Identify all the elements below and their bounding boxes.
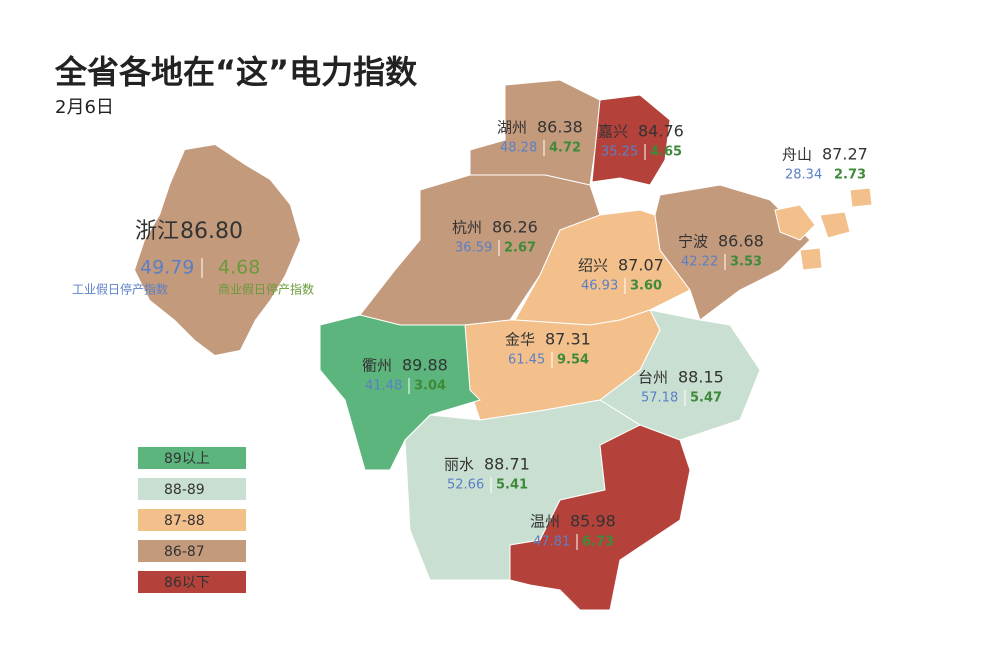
region-jiaxing: [591, 94, 671, 186]
legend-label: 88-89: [164, 482, 205, 498]
city-industrial: 41.48: [365, 379, 402, 394]
city-commercial: 2.67: [504, 241, 536, 256]
legend-label: 89以上: [164, 451, 210, 467]
title: 全省各地在“这”电力指数: [54, 53, 418, 91]
city-industrial: 48.28: [500, 141, 537, 156]
city-name: 台州: [638, 369, 668, 387]
city-commercial: 2.73: [834, 168, 866, 183]
city-name: 温州: [530, 513, 560, 531]
legend-swatch: [138, 571, 246, 593]
city-index: 84.76: [638, 122, 684, 141]
city-name: 丽水: [444, 456, 474, 474]
province-commercial: 4.68: [218, 257, 260, 279]
city-index: 87.31: [545, 330, 591, 349]
city-commercial: 3.60: [630, 279, 662, 294]
city-commercial: 5.47: [690, 391, 722, 406]
city-commercial: 3.04: [414, 379, 446, 394]
industrial-label: 工业假日停产指数: [72, 282, 168, 297]
city-commercial: 3.53: [730, 255, 762, 270]
legend-swatch: [138, 540, 246, 562]
commercial-label: 商业假日停产指数: [218, 282, 314, 297]
city-index: 85.98: [570, 512, 616, 531]
province-index: 86.80: [180, 219, 243, 244]
region-wenzhou: [509, 424, 691, 611]
city-name: 嘉兴: [598, 123, 628, 141]
city-commercial: 4.72: [549, 141, 581, 156]
city-index: 88.15: [678, 368, 724, 387]
city-name: 宁波: [678, 233, 708, 251]
legend-label: 86以下: [164, 575, 210, 591]
city-index: 86.26: [492, 218, 538, 237]
city-industrial: 52.66: [447, 478, 484, 493]
city-commercial: 6.73: [582, 535, 614, 550]
date: 2月6日: [55, 97, 114, 118]
legend-label: 86-87: [164, 544, 205, 560]
legend-label: 87-88: [164, 513, 205, 529]
city-index: 87.07: [618, 256, 664, 275]
city-index: 88.71: [484, 455, 530, 474]
city-index: 86.68: [718, 232, 764, 251]
legend-swatch: [138, 478, 246, 500]
city-index: 87.27: [822, 145, 868, 164]
province-silhouette: [135, 145, 300, 355]
legend-swatch: [138, 447, 246, 469]
region-hangzhou: [359, 174, 601, 326]
city-index: 86.38: [537, 118, 583, 137]
city-industrial: 36.59: [455, 241, 492, 256]
city-industrial: 46.93: [581, 279, 618, 294]
city-name: 杭州: [452, 219, 482, 237]
city-commercial: 4.65: [650, 145, 682, 160]
city-industrial: 61.45: [508, 353, 545, 368]
legend-swatch: [138, 509, 246, 531]
city-name: 衢州: [362, 357, 392, 375]
city-name: 绍兴: [578, 257, 608, 275]
city-industrial: 47.81: [533, 535, 570, 550]
city-commercial: 9.54: [557, 353, 589, 368]
city-index: 89.88: [402, 356, 448, 375]
region-zhoushan: [774, 187, 873, 271]
city-industrial: 28.34: [785, 168, 822, 183]
map: [319, 79, 873, 611]
region-ningbo: [654, 184, 811, 321]
region-taizhou: [599, 309, 761, 441]
city-name: 金华: [505, 331, 535, 349]
city-industrial: 57.18: [641, 391, 678, 406]
region-shaoxing: [514, 209, 691, 326]
city-industrial: 35.25: [601, 145, 638, 160]
city-industrial: 42.22: [681, 255, 718, 270]
province-name: 浙江: [135, 219, 179, 244]
city-name: 湖州: [497, 119, 527, 137]
city-commercial: 5.41: [496, 478, 528, 493]
province-industrial: 49.79: [140, 257, 194, 279]
city-name: 舟山: [782, 146, 812, 164]
